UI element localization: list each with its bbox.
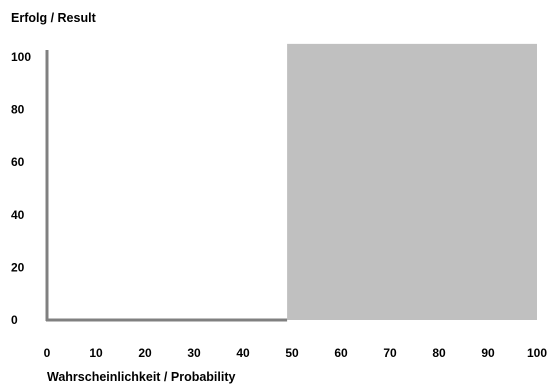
x-tick-label-60: 60 xyxy=(334,346,348,360)
y-tick-label-100: 100 xyxy=(11,50,31,64)
area-series-0 xyxy=(47,43,537,320)
y-axis-label: Erfolg / Result xyxy=(11,11,97,25)
x-tick-label-90: 90 xyxy=(481,346,495,360)
y-tick-label-20: 20 xyxy=(11,260,25,274)
x-tick-label-20: 20 xyxy=(138,346,152,360)
y-tick-label-0: 0 xyxy=(11,313,18,327)
y-tick-label-60: 60 xyxy=(11,155,25,169)
area-layer xyxy=(47,43,537,320)
axis-layer xyxy=(45,50,288,322)
x-tick-label-100: 100 xyxy=(527,346,547,360)
x-tick-labels: 0 10 20 30 40 50 60 70 80 90 100 xyxy=(44,346,548,360)
x-axis-label: Wahrscheinlichkeit / Probability xyxy=(47,370,236,384)
x-tick-label-0: 0 xyxy=(44,346,51,360)
x-tick-label-50: 50 xyxy=(285,346,299,360)
x-tick-label-70: 70 xyxy=(383,346,397,360)
y-tick-label-80: 80 xyxy=(11,103,25,117)
x-tick-label-10: 10 xyxy=(89,346,103,360)
x-tick-label-30: 30 xyxy=(187,346,201,360)
y-tick-label-40: 40 xyxy=(11,208,25,222)
x-tick-label-80: 80 xyxy=(432,346,446,360)
y-tick-labels: 100 80 60 40 20 0 xyxy=(11,50,31,327)
x-tick-label-40: 40 xyxy=(236,346,250,360)
